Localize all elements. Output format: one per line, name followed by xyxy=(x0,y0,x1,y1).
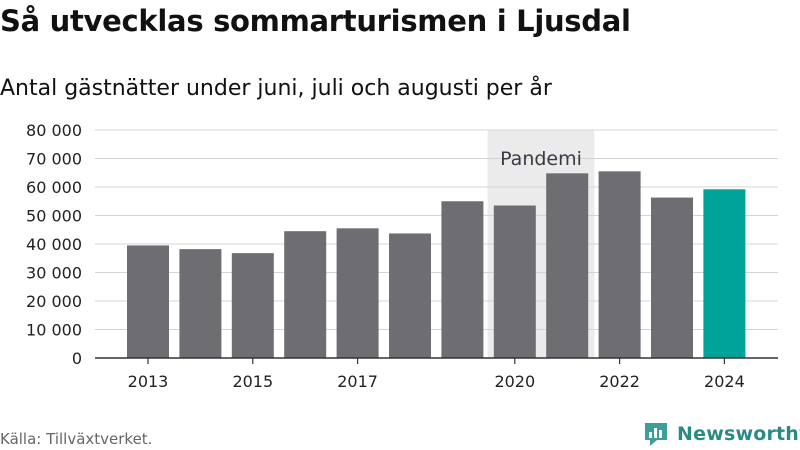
chart-subtitle: Antal gästnätter under juni, juli och au… xyxy=(0,76,552,101)
bar xyxy=(493,205,536,358)
bar xyxy=(441,201,484,358)
x-tick-label: 2020 xyxy=(494,372,535,391)
annotation-label: Pandemi xyxy=(500,148,582,170)
bar xyxy=(336,228,379,358)
y-tick-label: 20 000 xyxy=(26,292,82,311)
bar xyxy=(598,171,641,358)
x-tick-label: 2022 xyxy=(599,372,640,391)
newsworthy-logo-icon xyxy=(645,423,667,446)
x-tick-label: 2024 xyxy=(704,372,745,391)
x-tick-label: 2017 xyxy=(337,372,378,391)
bar xyxy=(179,249,222,358)
x-tick-label: 2013 xyxy=(128,372,169,391)
y-tick-label: 0 xyxy=(72,349,82,368)
y-tick-label: 10 000 xyxy=(26,321,82,340)
y-tick-label: 40 000 xyxy=(26,235,82,254)
brand-logo: Newsworthy xyxy=(643,419,800,449)
y-tick-label: 60 000 xyxy=(26,178,82,197)
chart-title: Så utvecklas sommarturismen i Ljusdal xyxy=(0,4,631,38)
bar xyxy=(546,173,589,358)
y-tick-label: 70 000 xyxy=(26,150,82,169)
y-tick-label: 50 000 xyxy=(26,207,82,226)
y-tick-label: 80 000 xyxy=(26,121,82,140)
x-tick-label: 2015 xyxy=(232,372,273,391)
bar xyxy=(127,245,169,358)
bar xyxy=(703,189,746,358)
brand-name: Newsworthy xyxy=(677,423,800,445)
source-note: Källa: Tillväxtverket. xyxy=(0,430,153,448)
bar xyxy=(389,233,431,358)
bar xyxy=(284,231,327,358)
y-tick-label: 30 000 xyxy=(26,264,82,283)
bar xyxy=(231,253,274,358)
bar xyxy=(651,197,693,358)
